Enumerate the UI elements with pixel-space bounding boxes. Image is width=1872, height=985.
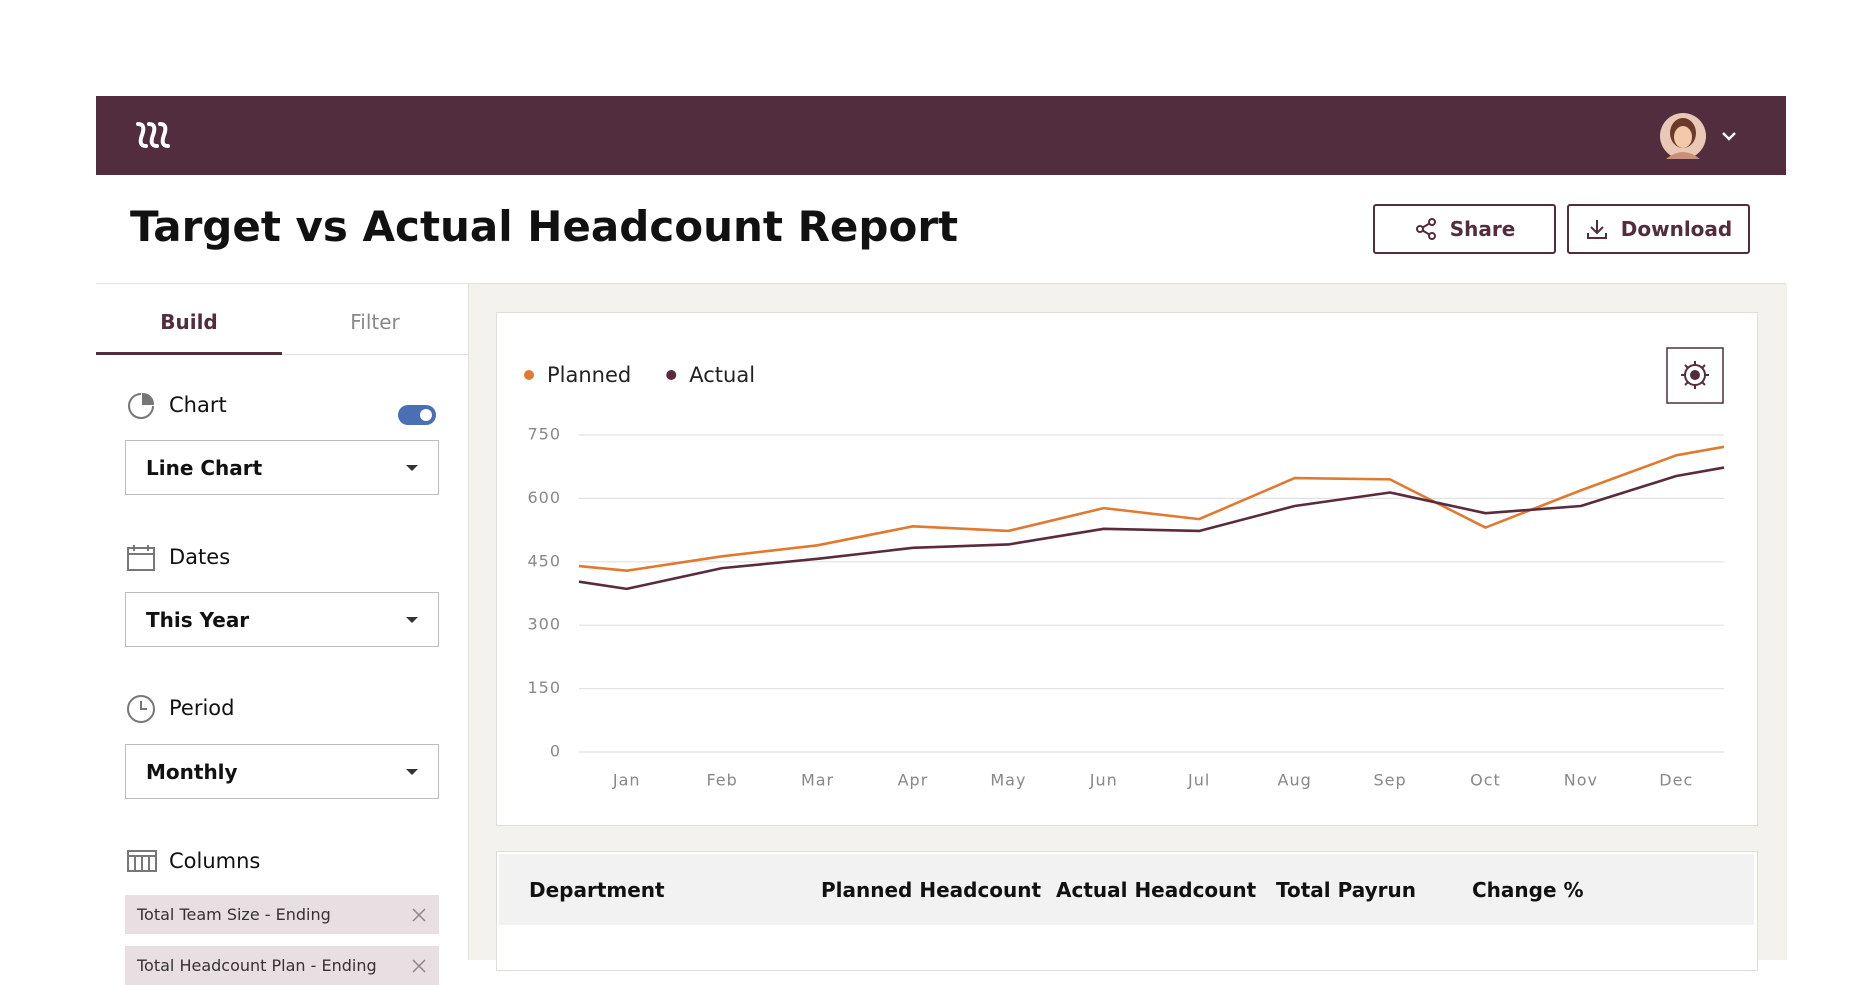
series-line	[578, 466, 1725, 591]
x-tick-label: Jul	[1187, 771, 1210, 790]
column-header: Department	[529, 878, 665, 902]
clock-icon	[127, 695, 155, 723]
chart-card: 0 150 300 450 600 750 Jan Feb Mar Apr May Jun Jul Aug…	[496, 312, 1758, 826]
share-label: Share	[1449, 217, 1516, 241]
download-button[interactable]: Download	[1567, 204, 1750, 254]
column-header: Total Payrun	[1276, 878, 1416, 902]
x-tick-label: Feb	[706, 771, 737, 790]
series-line	[578, 445, 1725, 572]
x-tick-label: Nov	[1564, 771, 1598, 790]
tab-line	[282, 354, 468, 355]
x-tick-label: Jan	[612, 771, 641, 790]
dates-dropdown[interactable]: This Year	[125, 592, 439, 647]
chart-type-dropdown[interactable]: Line Chart	[125, 440, 439, 495]
columns-icon	[127, 850, 157, 872]
dropdown-value: Monthly	[146, 759, 238, 784]
y-tick-label: 150	[527, 678, 561, 697]
y-tick-label: 0	[550, 742, 561, 761]
download-icon	[1586, 220, 1607, 239]
logo	[136, 122, 170, 148]
period-dropdown[interactable]: Monthly	[125, 744, 439, 799]
column-header: Planned Headcount	[821, 878, 1042, 902]
column-chip[interactable]: Total Team Size - Ending	[125, 895, 439, 934]
tab-underline	[96, 352, 282, 355]
tab-build[interactable]: Build	[160, 310, 218, 334]
x-tick-label: Oct	[1470, 771, 1501, 790]
share-icon	[1415, 218, 1436, 240]
y-tick-label: 600	[527, 488, 561, 507]
page: Target vs Actual Headcount Report Share …	[96, 96, 1787, 985]
column-header: Change %	[1472, 878, 1584, 902]
column-header: Actual Headcount	[1056, 878, 1257, 902]
table-header	[499, 854, 1754, 925]
share-button[interactable]: Share	[1373, 204, 1556, 254]
calendar-icon	[127, 545, 155, 571]
legend-marker	[524, 370, 534, 380]
download-label: Download	[1620, 217, 1733, 241]
caret	[406, 768, 418, 775]
section-label: Period	[169, 696, 235, 720]
dropdown-value: This Year	[146, 607, 250, 632]
y-tick-label: 750	[527, 425, 561, 444]
section-label: Chart	[169, 393, 227, 417]
separator	[96, 283, 1786, 284]
dropdown-value: Line Chart	[146, 455, 263, 480]
legend-label: Planned	[547, 363, 631, 387]
x-tick-label: Apr	[898, 771, 929, 790]
legend-label: Actual	[689, 363, 755, 387]
chart-toggle[interactable]	[398, 405, 436, 427]
chip-label: Total Headcount Plan - Ending	[137, 956, 377, 975]
legend-marker	[666, 370, 677, 380]
x-tick-label: Sep	[1373, 771, 1406, 790]
chart: 0 150 300 450 600 750 Jan Feb Mar Apr May Jun Jul Aug…	[524, 347, 1725, 790]
x-tick-label: Jun	[1089, 771, 1118, 790]
page-title: Target vs Actual Headcount Report	[130, 202, 959, 251]
top-bar	[96, 96, 1786, 175]
tab-filter[interactable]: Filter	[350, 310, 400, 334]
x-tick-label: May	[990, 771, 1026, 790]
column-chip[interactable]: Total Headcount Plan - Ending	[125, 946, 439, 985]
chip-label: Total Team Size - Ending	[137, 905, 331, 924]
chip-remove[interactable]	[411, 907, 427, 923]
x-tick-label: Dec	[1659, 771, 1693, 790]
section-label: Dates	[169, 545, 231, 569]
section-label: Columns	[169, 849, 261, 873]
chart-icon	[128, 392, 155, 419]
user-menu[interactable]	[1660, 113, 1740, 159]
x-tick-label: Mar	[801, 771, 834, 790]
caret	[406, 616, 418, 623]
gear-icon	[1681, 361, 1709, 389]
y-tick-label: 300	[527, 615, 561, 634]
x-tick-label: Aug	[1278, 771, 1312, 790]
caret	[406, 464, 418, 471]
y-tick-label: 450	[527, 551, 561, 570]
